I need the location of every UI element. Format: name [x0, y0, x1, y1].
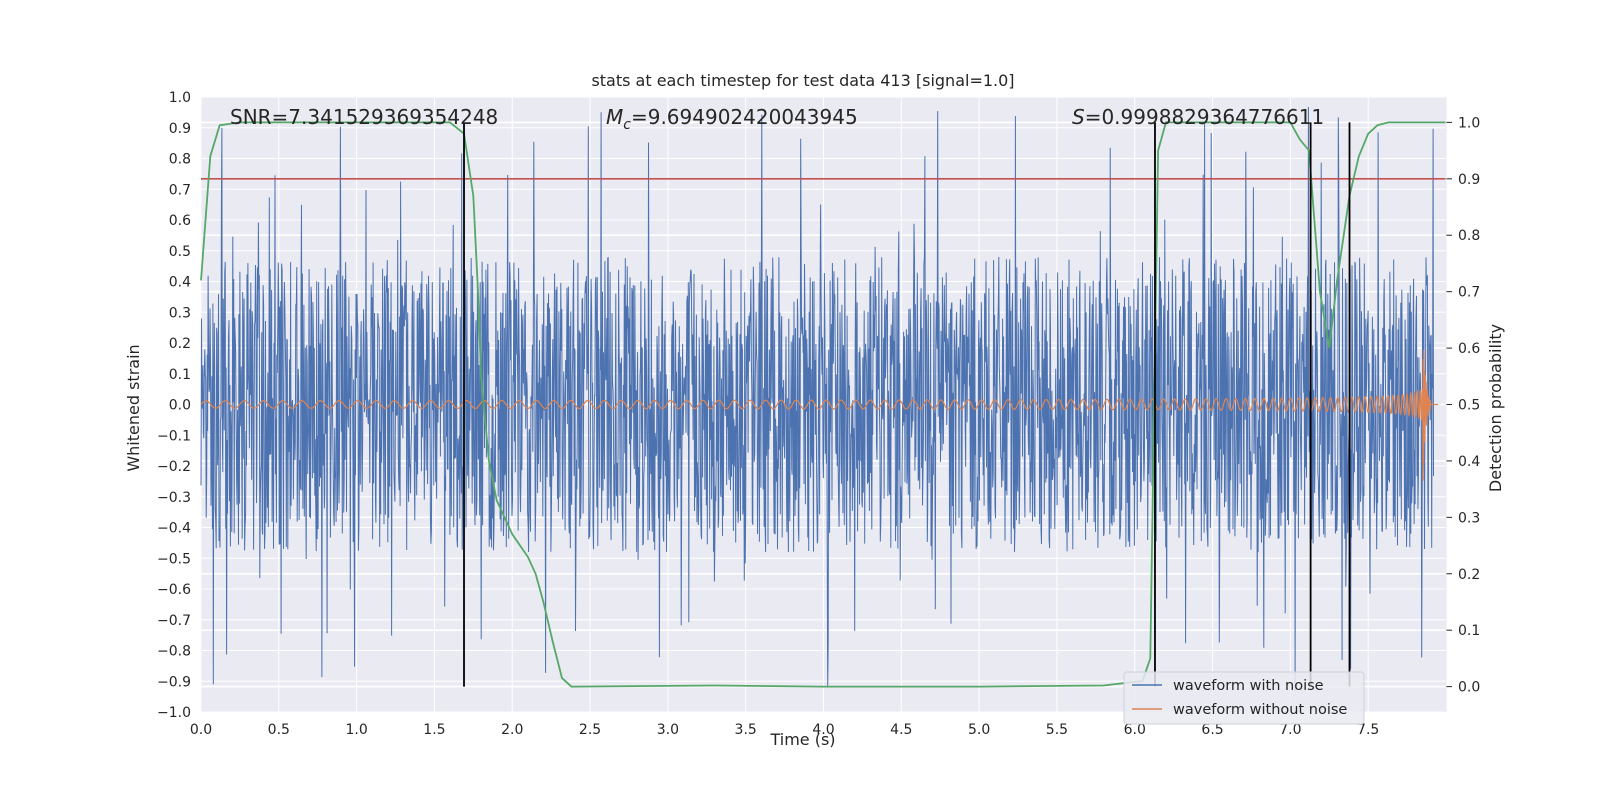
y2-tick-label: 0.2: [1458, 567, 1480, 583]
y-tick-label: 1.0: [169, 90, 191, 106]
y-tick-label: 0.3: [169, 305, 191, 321]
x-tick-label: 2.0: [501, 722, 523, 738]
y2-tick-label: 0.0: [1458, 680, 1480, 696]
y-tick-label: −0.3: [157, 490, 191, 506]
y-tick-label: −0.1: [157, 428, 191, 444]
chirp-mass-value: =9.694902420043945: [631, 105, 858, 129]
y-tick-label: 0.5: [169, 244, 191, 260]
x-tick-label: 3.0: [657, 722, 679, 738]
plot-layers: [200, 106, 1446, 692]
y2-tick-labels: 1.0 0.9 0.8 0.7 0.6 0.5 0.4 0.3 0.2 0.1 0.0: [1458, 115, 1480, 695]
y-tick-label: −1.0: [157, 705, 191, 721]
y2-tick-label: 0.5: [1458, 398, 1480, 414]
x-tick-label: 4.5: [890, 722, 912, 738]
series-line-waveform-with-noise: [200, 106, 1434, 692]
y2-tick-label: 0.6: [1458, 341, 1480, 357]
y2-tick-label: 0.9: [1458, 172, 1480, 188]
y-tick-label: −0.9: [157, 674, 191, 690]
y2-tick-label: 0.1: [1458, 623, 1480, 639]
y2-tick-label: 0.7: [1458, 285, 1480, 301]
series-line-waveform-without-noise: [200, 349, 1439, 481]
score-symbol: S: [1072, 105, 1085, 129]
legend: waveform with noise waveform without noi…: [1123, 671, 1365, 725]
y-tick-label: 0.2: [169, 336, 191, 352]
x-tick-label: 5.5: [1046, 722, 1068, 738]
y2-axis-label: Detection probability: [1486, 324, 1505, 492]
y-tick-label: −0.5: [157, 551, 191, 567]
x-tick-label: 0.5: [268, 722, 290, 738]
y-tick-labels: 1.0 0.9 0.8 0.7 0.6 0.5 0.4 0.3 0.2 0.1 0.0 −0.1 −0.…: [157, 90, 191, 721]
chirp-mass-annotation: Mc=9.694902420043945: [606, 105, 858, 133]
y-tick-label: 0.1: [169, 367, 191, 383]
y2-tick-label: 0.3: [1458, 510, 1480, 526]
x-tick-label: 1.0: [345, 722, 367, 738]
y2-tick-label: 1.0: [1458, 115, 1480, 131]
series-line-detection-probability: [200, 121, 1446, 688]
y-axis-label: Whitened strain: [124, 344, 143, 471]
x-tick-label: 7.0: [1279, 722, 1301, 738]
x-tick-label: 6.5: [1201, 722, 1223, 738]
y-tick-label: 0.7: [169, 182, 191, 198]
x-axis-label: Time (s): [769, 730, 835, 749]
y-tick-label: 0.0: [169, 398, 191, 414]
legend-label-clean: waveform without noise: [1173, 702, 1347, 718]
y-tick-label: 0.9: [169, 121, 191, 137]
y-tick-label: −0.8: [157, 644, 191, 660]
y-tick-label: −0.6: [157, 582, 191, 598]
y2-tick-label: 0.8: [1458, 228, 1480, 244]
x-tick-label: 5.0: [968, 722, 990, 738]
chirp-mass-symbol: M: [606, 105, 623, 129]
chirp-mass-subscript: c: [623, 117, 631, 133]
y-tick-label: 0.8: [169, 152, 191, 168]
y-tick-label: −0.4: [157, 521, 191, 537]
y-tick-label: −0.7: [157, 613, 191, 629]
y-tick-label: 0.6: [169, 213, 191, 229]
legend-box: [1123, 671, 1365, 725]
snr-annotation: SNR=7.341529369354248: [230, 105, 498, 129]
score-annotation: S=0.9998829364776611: [1072, 105, 1324, 129]
x-tick-label: 1.5: [423, 722, 445, 738]
x-tick-label: 4.0: [812, 722, 834, 738]
legend-label-noise: waveform with noise: [1173, 678, 1324, 694]
chart-title: stats at each timestep for test data 413…: [591, 71, 1014, 90]
x-tick-label: 6.0: [1124, 722, 1146, 738]
x-tick-label: 2.5: [579, 722, 601, 738]
x-tick-label: 7.5: [1357, 722, 1379, 738]
x-tick-label: 3.5: [735, 722, 757, 738]
y2-tick-label: 0.4: [1458, 454, 1480, 470]
x-tick-label: 0.0: [190, 722, 212, 738]
score-value: =0.9998829364776611: [1085, 105, 1324, 129]
y-tick-label: −0.2: [157, 459, 191, 475]
x-tick-labels: 0.0 0.5 1.0 1.5 2.0 2.5 3.0 3.5 4.0 4.5 5.0 5.5 6.0 6…: [190, 722, 1379, 738]
detection-markers: [463, 122, 1351, 687]
y-tick-label: 0.4: [169, 275, 191, 291]
